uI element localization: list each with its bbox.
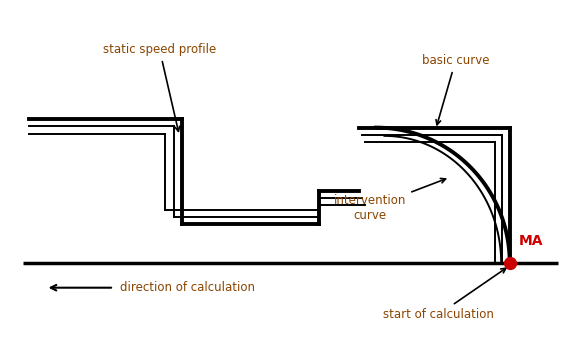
Text: intervention
curve: intervention curve bbox=[334, 178, 446, 222]
Text: static speed profile: static speed profile bbox=[103, 43, 216, 131]
Text: basic curve: basic curve bbox=[422, 54, 489, 125]
Text: direction of calculation: direction of calculation bbox=[120, 281, 254, 294]
Text: start of calculation: start of calculation bbox=[383, 268, 506, 321]
Text: MA: MA bbox=[518, 234, 543, 248]
